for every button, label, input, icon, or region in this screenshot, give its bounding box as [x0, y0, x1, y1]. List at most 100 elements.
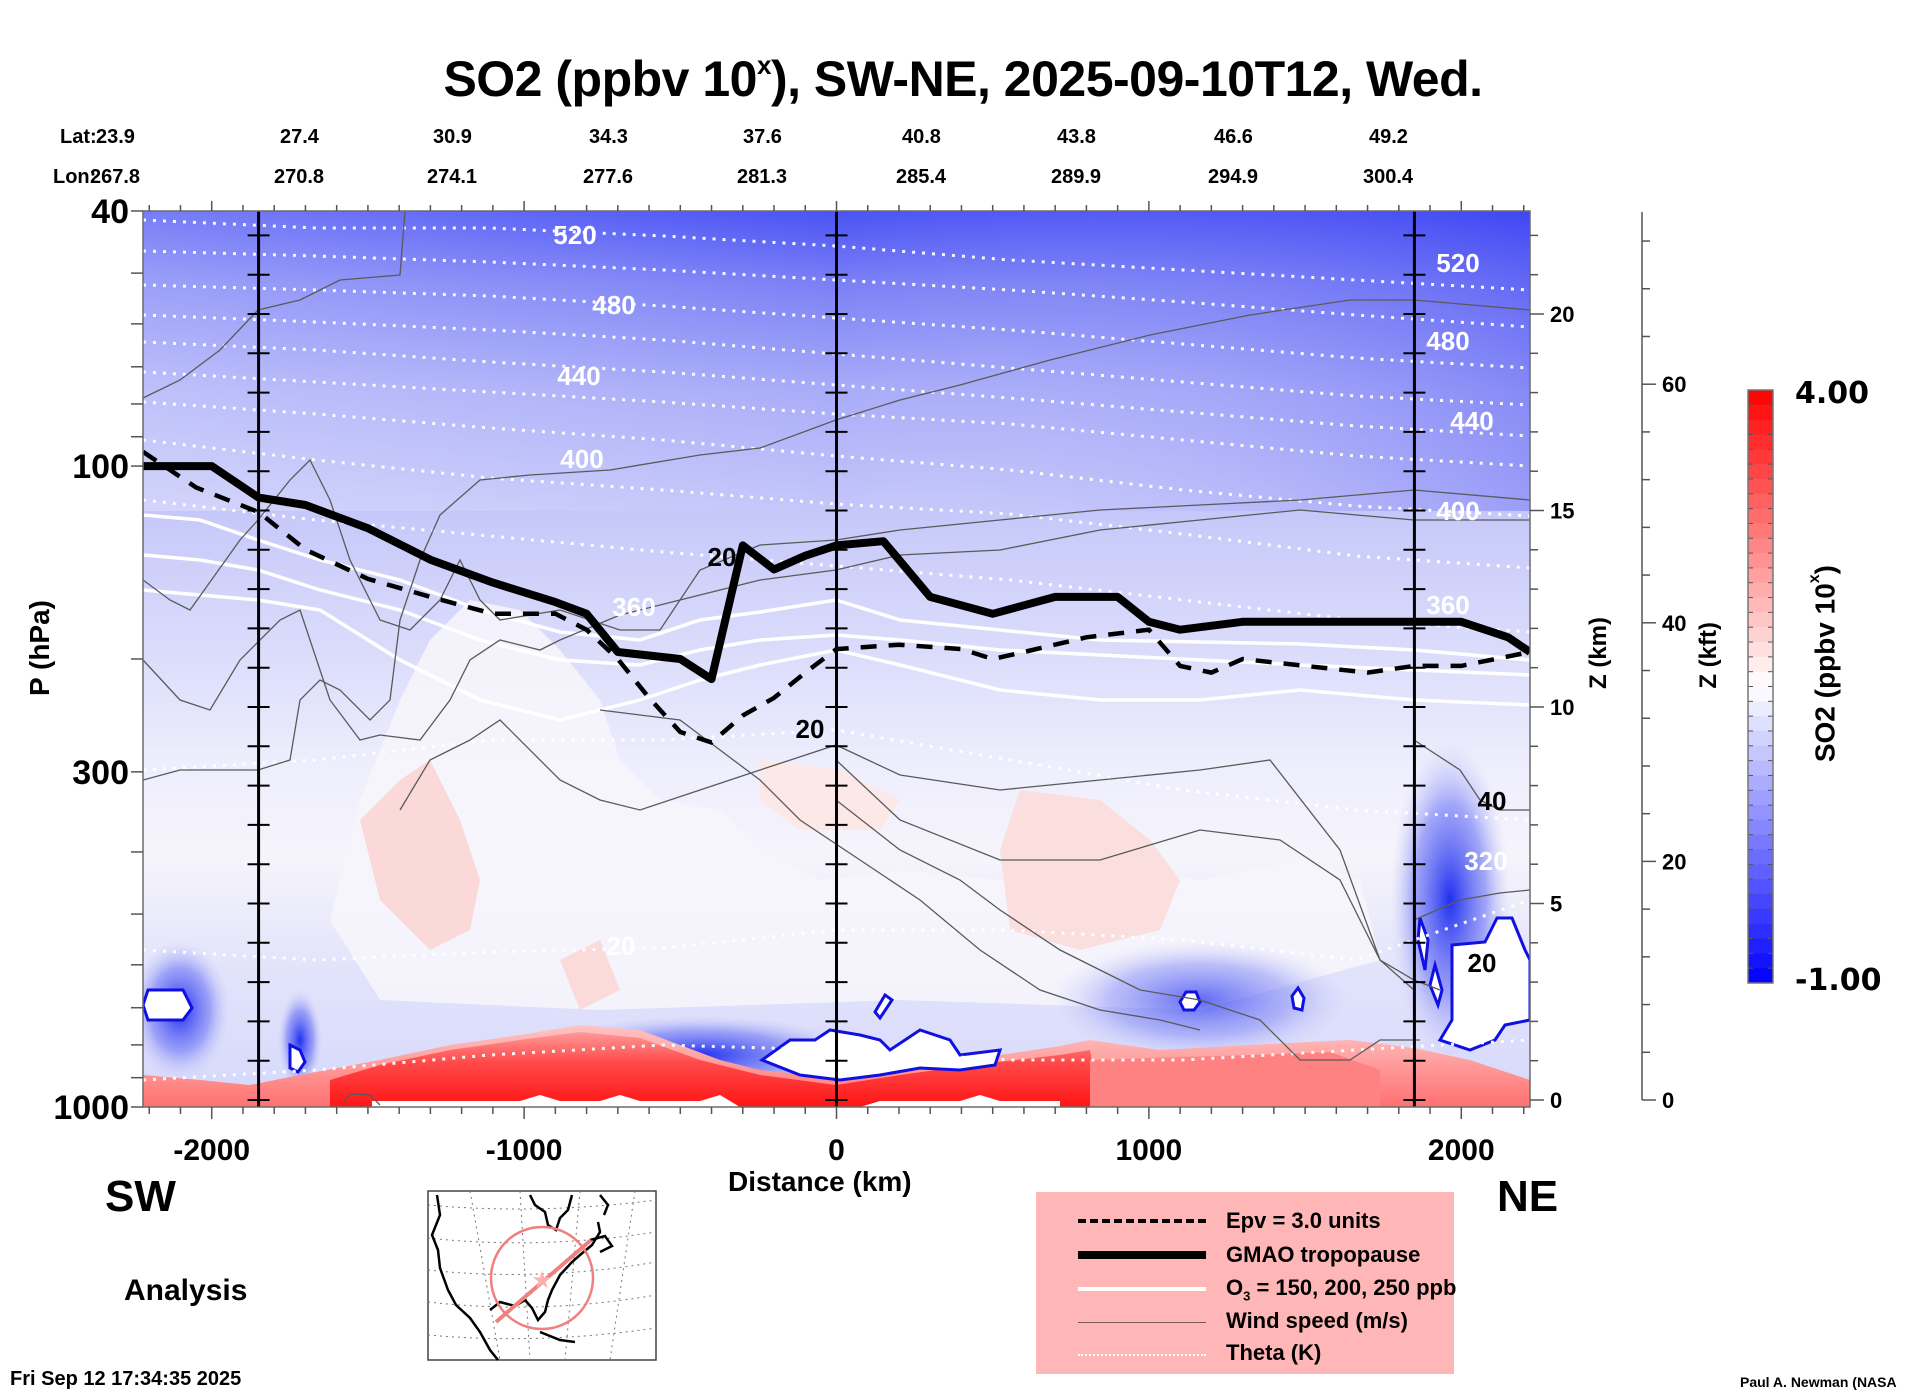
- colorbar-level: [1748, 819, 1773, 836]
- legend-item-theta: Theta (K): [1036, 1338, 1454, 1368]
- colorbar-level: [1748, 671, 1773, 687]
- colorbar-level: [1748, 538, 1773, 554]
- x-axis: -2000 -1000 0 1000 2000: [148, 201, 1525, 1167]
- theta-label: 520: [1436, 248, 1479, 278]
- white-line-swatch: [1078, 1287, 1206, 1291]
- ozone-contour: [143, 588, 1530, 722]
- saturated-patch: [758, 1028, 1003, 1082]
- colorbar-level: [1748, 805, 1773, 821]
- terrain-mask: [860, 1095, 1060, 1107]
- lat-value: 46.6: [1214, 126, 1253, 148]
- colorbar-level: [1748, 730, 1773, 747]
- colorbar-level: [1748, 834, 1773, 851]
- theta-contour: [143, 400, 1530, 518]
- legend-item-wind: Wind speed (m/s): [1036, 1306, 1454, 1336]
- saturated-patch: [1290, 985, 1306, 1012]
- analysis-label: Analysis: [124, 1274, 248, 1307]
- colorbar-level: [1748, 434, 1773, 450]
- tropopause-line-path: [143, 462, 1530, 684]
- terrain-mask: [372, 1095, 740, 1107]
- colorbar-level: [1748, 419, 1773, 435]
- colorbar-level: [1748, 553, 1773, 569]
- lat-value: 37.6: [743, 126, 782, 148]
- so2-pink-patch: [1000, 790, 1180, 950]
- timestamp: Fri Sep 12 17:34:35 2025: [10, 1368, 242, 1390]
- theta-label: 440: [1450, 406, 1493, 436]
- theta-label: 440: [557, 361, 600, 391]
- legend-item-epv: Epv = 3.0 units: [1036, 1206, 1454, 1236]
- colorbar-level: [1748, 642, 1773, 658]
- x-tick-label: -1000: [486, 1134, 563, 1167]
- inset-graticule: [427, 1190, 657, 1361]
- wind-speed-contour: [1413, 739, 1530, 811]
- theta-label: 520: [553, 220, 596, 250]
- thin-line-swatch: [1078, 1322, 1206, 1323]
- colorbar-frame: [1747, 389, 1774, 984]
- lat-value: 23.9: [96, 126, 135, 148]
- wind-speed-label: 40: [1478, 786, 1507, 816]
- saturated-patch: [1428, 959, 1444, 1010]
- legend-item-tropopause: GMAO tropopause: [1036, 1240, 1454, 1270]
- colorbar-level: [1748, 849, 1773, 865]
- colorbar-level: [1748, 894, 1773, 910]
- thick-line-swatch: [1078, 1251, 1206, 1259]
- z-kft-tick-label: 20: [1662, 849, 1686, 874]
- lat-value: 27.4: [280, 126, 319, 148]
- colorbar-level: [1748, 656, 1773, 673]
- saturated-patch: [143, 988, 194, 1022]
- colorbar-level: [1748, 879, 1773, 895]
- lon-value: 300.4: [1363, 166, 1414, 188]
- theta-label: 360: [612, 592, 655, 622]
- x-tick-label: 2000: [1428, 1134, 1495, 1167]
- so2-pink-patch: [760, 760, 900, 830]
- x-tick-label: 1000: [1116, 1134, 1183, 1167]
- x-axis-title: Distance (km): [728, 1166, 912, 1197]
- lon-value: 267.8: [90, 166, 141, 188]
- colorbar-level: [1748, 627, 1773, 643]
- wind-speed-contour: [599, 709, 1201, 1031]
- z-kft-tick-label: 40: [1662, 611, 1686, 636]
- colorbar-level: [1748, 597, 1773, 613]
- pressure-axis: 40 100 300 1000: [53, 193, 143, 1127]
- saturated-patch: [1437, 916, 1530, 1052]
- theta-label: 400: [1436, 496, 1479, 526]
- lon-value: 277.6: [583, 166, 634, 188]
- wind-speed-label: 20: [1468, 948, 1497, 978]
- theta-contour: [143, 728, 1530, 822]
- p-tick-label: 1000: [53, 1089, 129, 1127]
- so2-field: 520 480 440 400 360 520 480 440 400 360 320 20 20 20 4…: [143, 211, 1530, 1107]
- so2-pink-patch: [360, 760, 480, 950]
- colorbar-level: [1748, 390, 1773, 406]
- theta-contour: [143, 218, 1530, 292]
- colorbar-level: [1748, 938, 1773, 954]
- colorbar-level: [1748, 404, 1773, 421]
- colorbar: [1747, 389, 1774, 984]
- epv-contour: [143, 449, 1530, 746]
- colorbar-level: [1748, 612, 1773, 628]
- colorbar-title: SO2 (ppbv 10x): [1806, 565, 1841, 763]
- theta-contour: [143, 249, 1530, 329]
- theta-contour: [143, 498, 1530, 634]
- z-km-axis: 0 5 10 15 20: [1530, 234, 1574, 1113]
- legend-label: O3 = 150, 200, 250 ppb: [1226, 1275, 1457, 1304]
- inset-range-circle: [489, 1225, 595, 1331]
- p-tick-label: 100: [72, 448, 129, 486]
- credit-label: Paul A. Newman (NASA: [1740, 1374, 1897, 1390]
- x-tick-label: 0: [828, 1134, 845, 1167]
- colorbar-level: [1748, 449, 1773, 465]
- wind-speed-contour: [835, 799, 1420, 1061]
- so2-red-core: [330, 1032, 1100, 1107]
- colorbar-level: [1748, 745, 1773, 762]
- colorbar-level: [1748, 523, 1773, 539]
- lon-value: 294.9: [1208, 166, 1259, 188]
- tropopause-line: [143, 462, 1530, 684]
- colorbar-level: [1748, 953, 1773, 969]
- contour-labels: 520 480 440 400 360 520 480 440 400 360 320 20 20 20 4…: [553, 220, 1507, 978]
- colorbar-level: [1748, 686, 1773, 702]
- wind-speed-label: 20: [708, 542, 737, 572]
- legend-label: GMAO tropopause: [1226, 1242, 1421, 1267]
- colorbar-level: [1748, 567, 1773, 584]
- legend-label: Epv = 3.0 units: [1226, 1208, 1381, 1233]
- lat-value: 40.8: [902, 126, 941, 148]
